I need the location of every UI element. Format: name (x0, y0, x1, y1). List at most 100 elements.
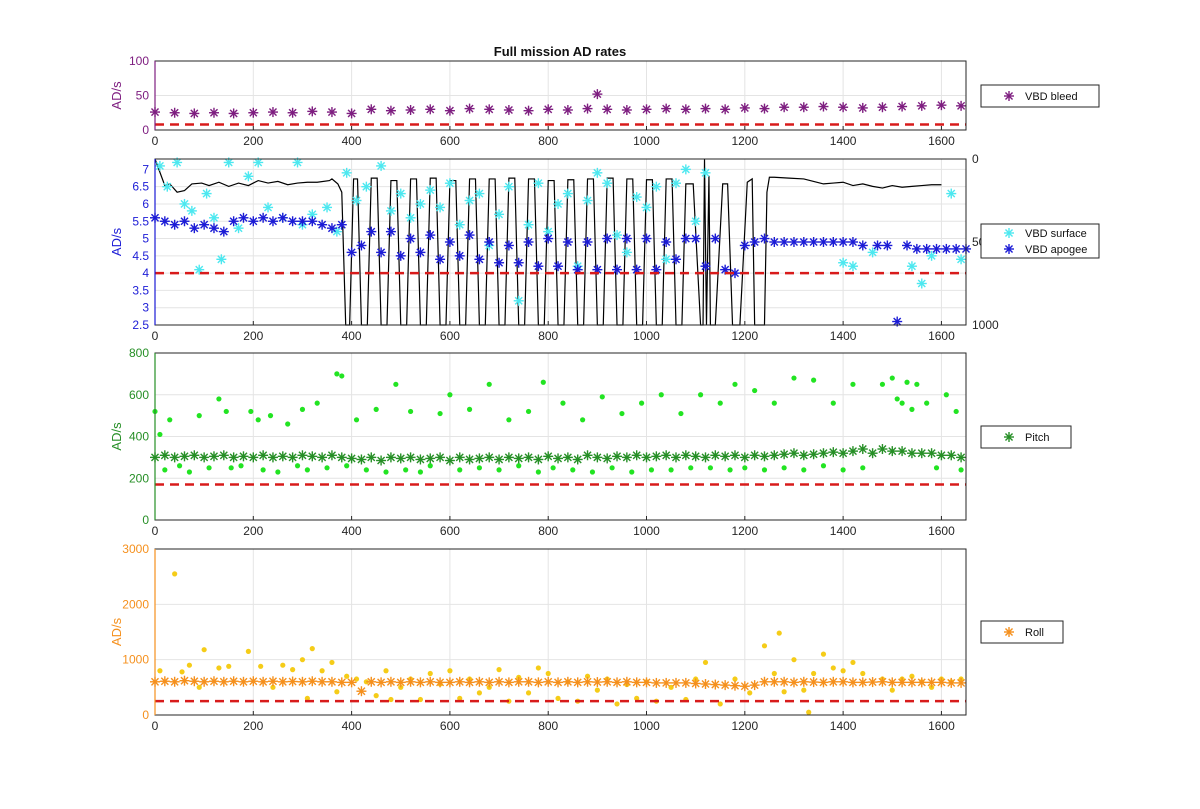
data-point (206, 465, 212, 471)
data-point (553, 261, 564, 272)
data-point (405, 212, 416, 223)
data-point (317, 452, 328, 463)
data-point (887, 446, 898, 457)
data-point (523, 676, 534, 687)
data-point (535, 665, 541, 671)
data-point (752, 387, 758, 394)
data-point (304, 467, 310, 473)
data-point (720, 104, 731, 115)
data-point (486, 381, 492, 387)
data-point (275, 469, 281, 475)
data-point (444, 105, 455, 116)
data-point (179, 198, 190, 209)
data-point (334, 689, 340, 695)
data-point (208, 451, 219, 462)
data-point (661, 677, 672, 688)
data-point (707, 465, 714, 471)
data-point (580, 417, 586, 423)
data-point (729, 268, 740, 279)
data-point (562, 452, 573, 463)
x-tick-label: 1600 (928, 524, 955, 538)
data-point (609, 465, 615, 471)
data-point (779, 676, 790, 687)
data-point (641, 233, 652, 244)
x-tick-label: 200 (243, 134, 263, 148)
data-point (621, 676, 632, 687)
x-tick-label: 600 (440, 134, 460, 148)
data-point (820, 463, 827, 469)
data-point (592, 677, 603, 688)
x-tick-label: 1000 (633, 329, 660, 343)
data-point (732, 381, 738, 387)
series-roll (150, 675, 967, 697)
data-point (729, 450, 740, 461)
y2-tick-label: 0 (972, 152, 979, 166)
data-point (344, 673, 350, 679)
data-point (494, 257, 505, 268)
data-point (287, 216, 298, 227)
data-point (346, 677, 357, 688)
data-point (425, 676, 436, 687)
data-point (267, 413, 274, 419)
data-point (208, 676, 219, 687)
data-point (946, 677, 957, 688)
data-point (172, 571, 178, 577)
y-tick-label: 6 (142, 197, 149, 211)
data-point (612, 230, 623, 241)
data-point (523, 105, 534, 116)
data-point (808, 677, 819, 688)
data-point (621, 452, 632, 463)
data-point (759, 451, 770, 462)
legend-label: Pitch (1025, 432, 1049, 444)
data-point (299, 406, 306, 412)
series-pitch (150, 444, 967, 466)
data-point (749, 680, 760, 691)
data-point (523, 452, 534, 463)
data-point (688, 465, 694, 471)
data-point (484, 104, 495, 115)
data-point (376, 247, 387, 258)
y-tick-label: 7 (142, 162, 149, 176)
data-point (553, 453, 564, 464)
x-tick-label: 800 (538, 524, 558, 538)
data-point (228, 452, 239, 463)
data-point (582, 195, 593, 206)
data-point (363, 467, 369, 473)
x-tick-label: 1600 (928, 719, 955, 733)
data-point (403, 467, 409, 473)
data-point (444, 677, 455, 688)
data-point (769, 450, 780, 461)
data-point (417, 469, 424, 475)
legend-box (980, 620, 1064, 644)
data-point (464, 230, 475, 241)
legend-box (980, 425, 1072, 449)
data-point (690, 216, 701, 227)
y-tick-label: 3000 (122, 542, 149, 556)
data-point (503, 677, 514, 688)
data-point (562, 188, 573, 199)
legend-marker (1004, 228, 1014, 238)
data-point (570, 467, 576, 473)
data-point (867, 677, 878, 688)
y-tick-label: 3 (142, 301, 149, 315)
data-point (533, 261, 544, 272)
data-point (936, 677, 947, 688)
data-point (641, 202, 652, 213)
data-point (344, 463, 350, 469)
data-point (828, 447, 839, 458)
data-point (818, 237, 829, 247)
data-point (238, 676, 249, 687)
data-point (838, 448, 849, 459)
data-point (916, 448, 927, 459)
data-point (405, 676, 416, 687)
data-point (297, 450, 308, 461)
data-point (447, 392, 453, 398)
data-point (788, 237, 799, 247)
data-point (314, 400, 320, 406)
data-point (179, 675, 190, 686)
data-point (877, 444, 888, 455)
data-point (346, 247, 357, 258)
data-point (592, 89, 603, 100)
legend-marker (1004, 91, 1014, 101)
y-tick-label: 2.5 (132, 318, 149, 332)
